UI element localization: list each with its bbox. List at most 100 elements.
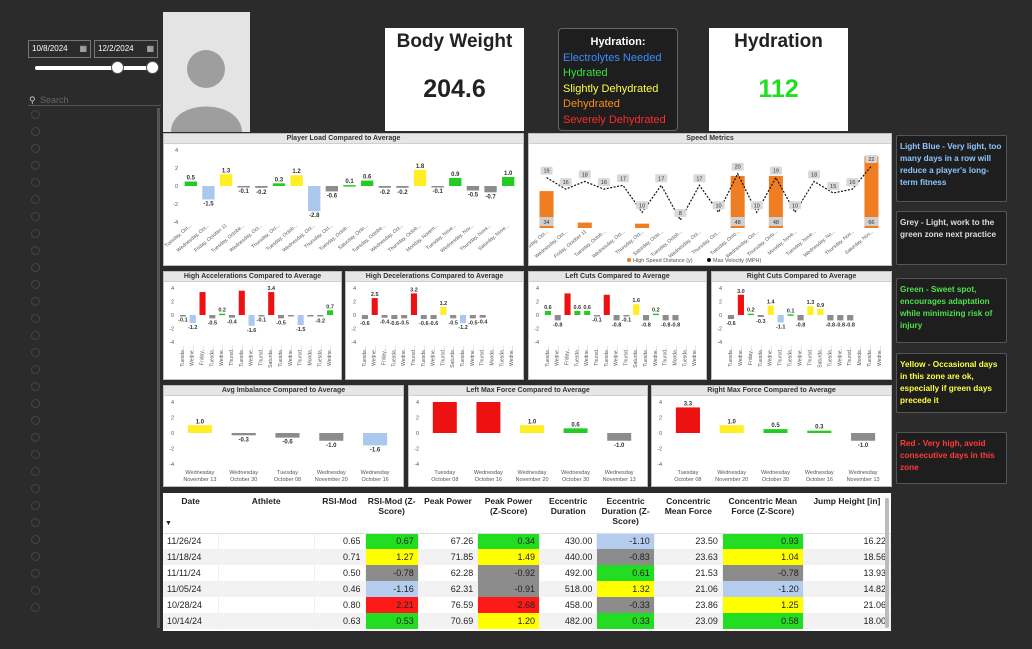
bar[interactable] bbox=[484, 186, 497, 193]
bar[interactable] bbox=[574, 310, 581, 315]
bar[interactable] bbox=[360, 180, 374, 186]
athlete-list-item[interactable] bbox=[28, 395, 161, 412]
bar[interactable] bbox=[564, 293, 571, 315]
athlete-list-item[interactable] bbox=[28, 446, 161, 463]
radio-icon[interactable] bbox=[31, 144, 40, 153]
radio-icon[interactable] bbox=[31, 195, 40, 204]
column-header[interactable]: Jump Height [in] bbox=[803, 493, 891, 534]
bar[interactable] bbox=[607, 433, 632, 441]
bar[interactable] bbox=[307, 315, 314, 317]
calendar-icon[interactable]: ▦ bbox=[146, 44, 154, 53]
column-header[interactable]: Date ▼ bbox=[163, 493, 219, 534]
bar[interactable] bbox=[466, 186, 480, 191]
athlete-list-item[interactable] bbox=[28, 310, 161, 327]
bar[interactable] bbox=[308, 186, 321, 212]
column-header[interactable]: Peak Power bbox=[418, 493, 478, 534]
bar[interactable] bbox=[237, 186, 250, 188]
bar[interactable] bbox=[410, 293, 418, 315]
athlete-list-item[interactable] bbox=[28, 276, 161, 293]
bar[interactable] bbox=[202, 186, 215, 200]
bar[interactable] bbox=[396, 186, 409, 188]
bar[interactable] bbox=[268, 292, 275, 315]
bar[interactable] bbox=[851, 433, 876, 441]
radio-icon[interactable] bbox=[31, 365, 40, 374]
bar[interactable] bbox=[432, 402, 457, 433]
bar[interactable] bbox=[238, 290, 245, 315]
column-header[interactable]: Eccentric Duration bbox=[539, 493, 597, 534]
bar[interactable] bbox=[343, 185, 356, 187]
bar[interactable] bbox=[479, 315, 486, 318]
athlete-list-item[interactable] bbox=[28, 123, 161, 140]
bar[interactable] bbox=[817, 308, 824, 315]
bar[interactable] bbox=[363, 433, 388, 446]
bar[interactable] bbox=[297, 315, 304, 326]
bar[interactable] bbox=[719, 425, 744, 433]
bar[interactable] bbox=[847, 315, 854, 321]
athlete-list-item[interactable] bbox=[28, 106, 161, 123]
bar[interactable] bbox=[757, 315, 764, 318]
column-header[interactable]: Eccentric Duration (Z-Score) bbox=[596, 493, 655, 534]
bar[interactable] bbox=[450, 315, 457, 319]
athlete-list-item[interactable] bbox=[28, 191, 161, 208]
athlete-list-item[interactable] bbox=[28, 327, 161, 344]
bar[interactable] bbox=[544, 310, 551, 315]
radio-icon[interactable] bbox=[31, 586, 40, 595]
radio-icon[interactable] bbox=[31, 161, 40, 170]
athlete-list-item[interactable] bbox=[28, 548, 161, 565]
radio-icon[interactable] bbox=[31, 552, 40, 561]
bar[interactable] bbox=[747, 313, 754, 316]
bar[interactable] bbox=[603, 294, 610, 315]
bar[interactable] bbox=[258, 315, 265, 317]
bar[interactable] bbox=[730, 175, 745, 228]
bar[interactable] bbox=[476, 402, 501, 433]
bar[interactable] bbox=[584, 310, 591, 315]
start-date-input[interactable]: 10/8/2024 ▦ bbox=[28, 40, 91, 58]
radio-icon[interactable] bbox=[31, 569, 40, 578]
athlete-list-item[interactable] bbox=[28, 412, 161, 429]
athlete-list-item[interactable] bbox=[28, 225, 161, 242]
bar[interactable] bbox=[623, 315, 630, 317]
bar[interactable] bbox=[231, 433, 256, 436]
radio-icon[interactable] bbox=[31, 501, 40, 510]
athlete-list-scrollbar[interactable] bbox=[157, 108, 160, 628]
radio-icon[interactable] bbox=[31, 450, 40, 459]
calendar-icon[interactable]: ▦ bbox=[79, 44, 87, 53]
bar[interactable] bbox=[317, 315, 324, 317]
bar[interactable] bbox=[189, 315, 196, 324]
bar[interactable] bbox=[767, 305, 774, 315]
bar[interactable] bbox=[459, 315, 467, 324]
bar[interactable] bbox=[325, 186, 339, 192]
bar[interactable] bbox=[787, 314, 794, 316]
radio-icon[interactable] bbox=[31, 416, 40, 425]
slider-handle-end[interactable] bbox=[146, 61, 159, 74]
bar[interactable] bbox=[672, 315, 679, 321]
radio-icon[interactable] bbox=[31, 382, 40, 391]
column-header[interactable]: Concentric Mean Force (Z-Score) bbox=[722, 493, 804, 534]
bar[interactable] bbox=[327, 310, 334, 315]
bar[interactable] bbox=[272, 183, 286, 186]
radio-icon[interactable] bbox=[31, 127, 40, 136]
bar[interactable] bbox=[554, 315, 561, 321]
athlete-list-item[interactable] bbox=[28, 344, 161, 361]
bar[interactable] bbox=[275, 433, 300, 438]
bar[interactable] bbox=[219, 174, 233, 186]
athlete-list-item[interactable] bbox=[28, 242, 161, 259]
radio-icon[interactable] bbox=[31, 212, 40, 221]
radio-icon[interactable] bbox=[31, 467, 40, 476]
athlete-list-item[interactable] bbox=[28, 463, 161, 480]
bar[interactable] bbox=[277, 315, 285, 319]
radio-icon[interactable] bbox=[31, 433, 40, 442]
table-row[interactable]: 11/26/24 0.65 0.67 67.26 0.34 430.00 -1.10 23.5… bbox=[163, 533, 891, 549]
bar[interactable] bbox=[768, 175, 783, 228]
bar[interactable] bbox=[430, 315, 437, 320]
radio-icon[interactable] bbox=[31, 280, 40, 289]
bar[interactable] bbox=[361, 315, 368, 320]
athlete-list-item[interactable] bbox=[28, 480, 161, 497]
athlete-list-item[interactable] bbox=[28, 259, 161, 276]
athlete-list-item[interactable] bbox=[28, 361, 161, 378]
column-header[interactable]: RSI-Mod bbox=[314, 493, 366, 534]
athlete-list-item[interactable] bbox=[28, 497, 161, 514]
bar[interactable] bbox=[563, 428, 588, 433]
bar[interactable] bbox=[255, 186, 268, 188]
bar[interactable] bbox=[420, 315, 427, 320]
